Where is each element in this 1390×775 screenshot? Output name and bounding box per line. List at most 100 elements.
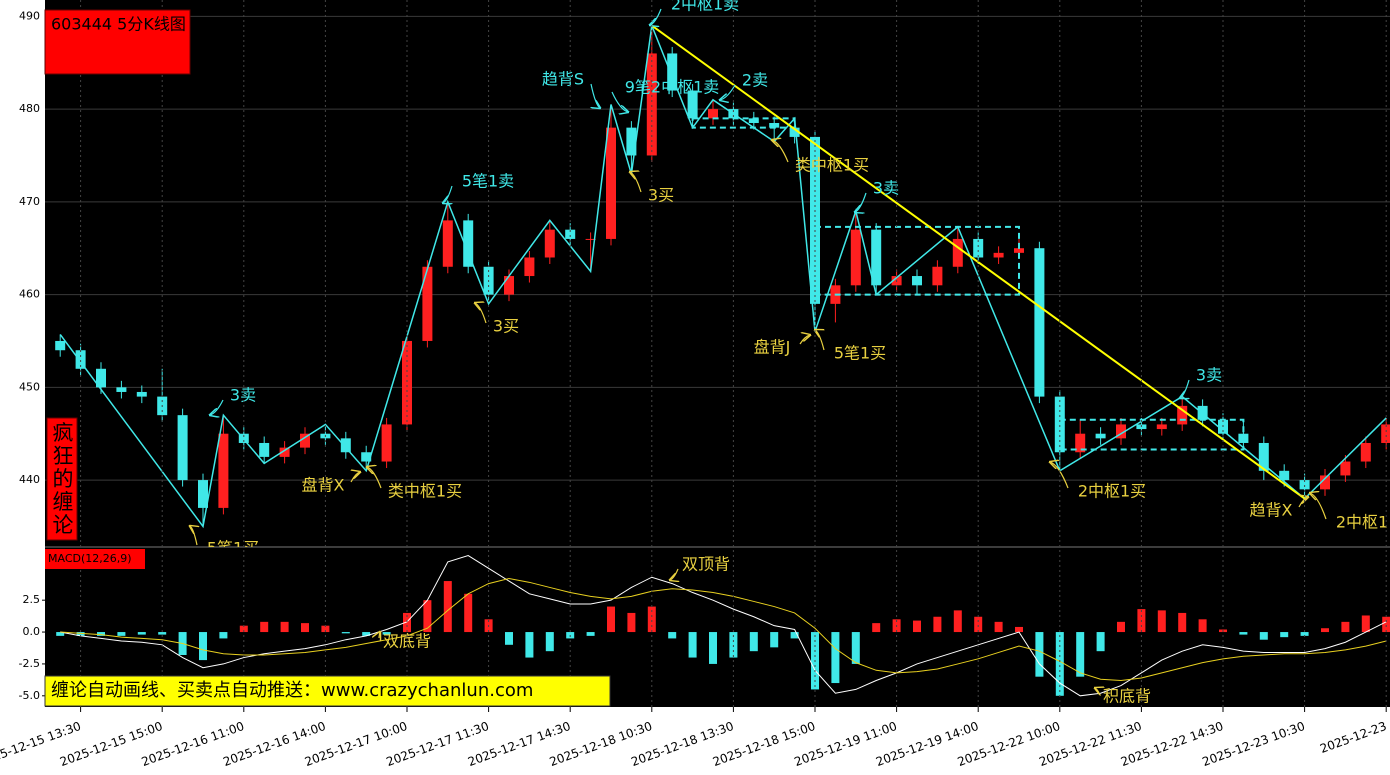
macd-bar — [1096, 632, 1105, 652]
candle-body — [198, 480, 208, 508]
candle-body — [259, 442, 270, 457]
macd-title-box — [45, 549, 145, 569]
annotation-arrow — [1310, 493, 1327, 520]
macd-bar — [301, 623, 309, 633]
macd-bar — [260, 621, 269, 633]
annotation: 趋背S — [542, 70, 584, 89]
side-label: 疯狂的缠论 — [50, 422, 74, 537]
candle-body — [912, 276, 922, 286]
macd-bar — [770, 632, 779, 648]
candle-body — [1156, 424, 1167, 430]
candle-body — [565, 229, 576, 239]
annotation-arrow — [650, 8, 662, 25]
annotation-arrow — [772, 140, 789, 163]
candle-body — [1360, 442, 1371, 462]
candle-body — [96, 368, 106, 388]
candle-body — [993, 252, 1004, 258]
candle-body — [136, 391, 147, 397]
candle-body — [708, 109, 718, 119]
candle-body — [585, 238, 596, 240]
macd-bar — [953, 610, 962, 633]
candle-body — [1279, 470, 1290, 481]
central-zone — [1058, 418, 1245, 451]
annotation-arrow — [367, 467, 382, 489]
candle-body — [381, 424, 392, 462]
candle-body — [75, 350, 86, 369]
plot-area — [45, 0, 1390, 707]
macd-bar — [137, 632, 146, 635]
macd-bar — [607, 606, 615, 633]
annotation-arrow — [1298, 497, 1308, 508]
macd-bar — [1117, 621, 1125, 633]
annotation-arrow — [190, 526, 197, 546]
chart-title: 603444 5分K线图 — [51, 15, 186, 34]
central-zone — [691, 117, 796, 129]
macd-bar — [688, 632, 697, 658]
candle-body — [1095, 433, 1106, 439]
annotation-arrow — [475, 303, 487, 324]
macd-bar — [1259, 632, 1268, 640]
overlay: 603444 5分K线图 疯狂的缠论 MACD(12,26,9) 缠论自动画线、… — [44, 9, 611, 707]
macd-bar — [1239, 632, 1248, 635]
annotation: 3买 — [493, 317, 519, 336]
candle-body — [1034, 248, 1045, 397]
macd-bar — [239, 625, 248, 633]
candle-body — [300, 433, 310, 448]
macd-bar — [1321, 628, 1329, 633]
macd-bar — [627, 612, 636, 633]
candle-body — [177, 415, 188, 481]
candle-body — [1299, 480, 1310, 490]
annotation-arrow — [210, 399, 224, 415]
annotation-arrow — [611, 91, 628, 112]
macd-bar — [1055, 632, 1064, 696]
annotation: 趋背X — [1250, 501, 1293, 520]
macd-bar — [443, 581, 452, 633]
annotation-arrow — [630, 172, 642, 193]
macd-bar — [994, 621, 1003, 633]
candle-body — [748, 118, 759, 124]
candle-body — [116, 387, 127, 392]
macd-bar — [872, 623, 881, 633]
candle-body — [769, 123, 780, 128]
macd-title: MACD(12,26,9) — [48, 552, 132, 565]
candle-body — [504, 276, 514, 295]
macd-bar — [729, 632, 738, 658]
annotation-arrow — [379, 632, 380, 638]
annotation-arrow — [350, 472, 360, 483]
macd-bar — [56, 632, 65, 636]
side-label-box — [46, 417, 78, 541]
candle-body — [1116, 424, 1126, 439]
macd-bar — [97, 632, 105, 636]
macd-line — [60, 577, 1387, 682]
banner: 缠论自动画线、买卖点自动推送：www.crazychanlun.com — [51, 680, 533, 701]
annotation: 2中枢1 — [1336, 513, 1388, 532]
annotation: 盘背X — [302, 476, 345, 495]
candle-body — [544, 229, 555, 258]
trend-line — [651, 24, 1306, 500]
annotation: 3卖 — [1196, 366, 1222, 385]
annotation-arrow — [855, 192, 867, 212]
macd-bar — [505, 632, 513, 645]
macd-bar — [158, 632, 167, 635]
annotation-arrow — [720, 84, 736, 100]
candle-body — [1177, 405, 1188, 425]
central-zone — [814, 225, 1020, 296]
macd-bar — [974, 616, 983, 633]
y-tick-label: -5.0 — [19, 689, 40, 702]
macd-bar — [1076, 632, 1085, 677]
annotation-arrow — [443, 185, 452, 203]
macd-bar — [1157, 610, 1166, 633]
macd-bar — [1341, 621, 1350, 633]
macd-bar — [545, 632, 554, 652]
macd-bar — [1015, 626, 1023, 633]
macd-bar — [1280, 632, 1289, 638]
annotation: 2中枢1卖 — [671, 0, 739, 14]
annotation: 5笔1买 — [207, 539, 259, 558]
annotation: 3卖 — [873, 179, 899, 198]
macd-bar — [280, 621, 289, 633]
macd-bar — [1300, 632, 1309, 636]
y-tick-label: 450 — [19, 380, 40, 393]
candle-body — [1014, 248, 1024, 253]
